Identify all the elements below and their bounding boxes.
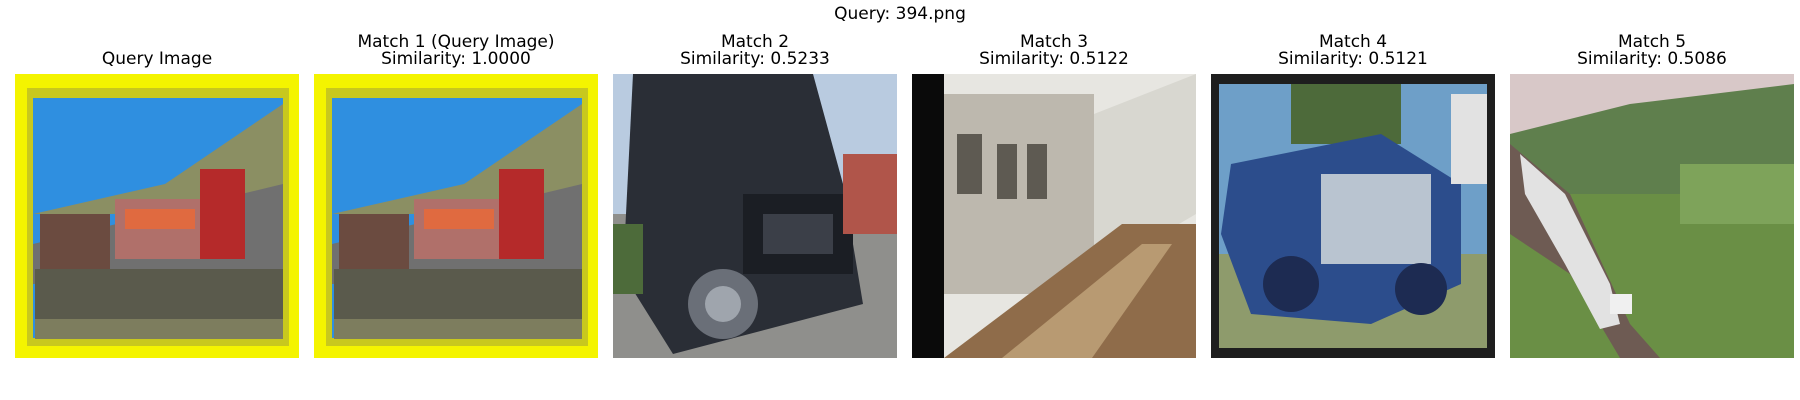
- panel-title: Match 1 (Query Image): [357, 32, 555, 52]
- figure-title: Query: 394.png: [834, 4, 966, 24]
- panel-title: Query Image: [101, 49, 213, 69]
- panel-title: Match 3: [1019, 32, 1089, 52]
- match-1-image: [314, 74, 598, 358]
- match-3-image: [912, 74, 1196, 358]
- panel-subtitle: Similarity: 0.5121: [1278, 49, 1428, 69]
- panel-subtitle: Similarity: 0.5233: [680, 49, 830, 69]
- panel-subtitle: Similarity: 1.0000: [381, 49, 531, 69]
- match-4-image: [1211, 74, 1495, 358]
- panel-title: Match 5: [1617, 32, 1687, 52]
- panel-subtitle: Similarity: 0.5122: [979, 49, 1129, 69]
- query-image: [15, 74, 299, 358]
- panel-subtitle: Similarity: 0.5086: [1577, 49, 1727, 69]
- panel-title: Match 4: [1318, 32, 1388, 52]
- match-2-image: [613, 74, 897, 358]
- panel-title: Match 2: [720, 32, 790, 52]
- match-5-image: [1510, 74, 1794, 358]
